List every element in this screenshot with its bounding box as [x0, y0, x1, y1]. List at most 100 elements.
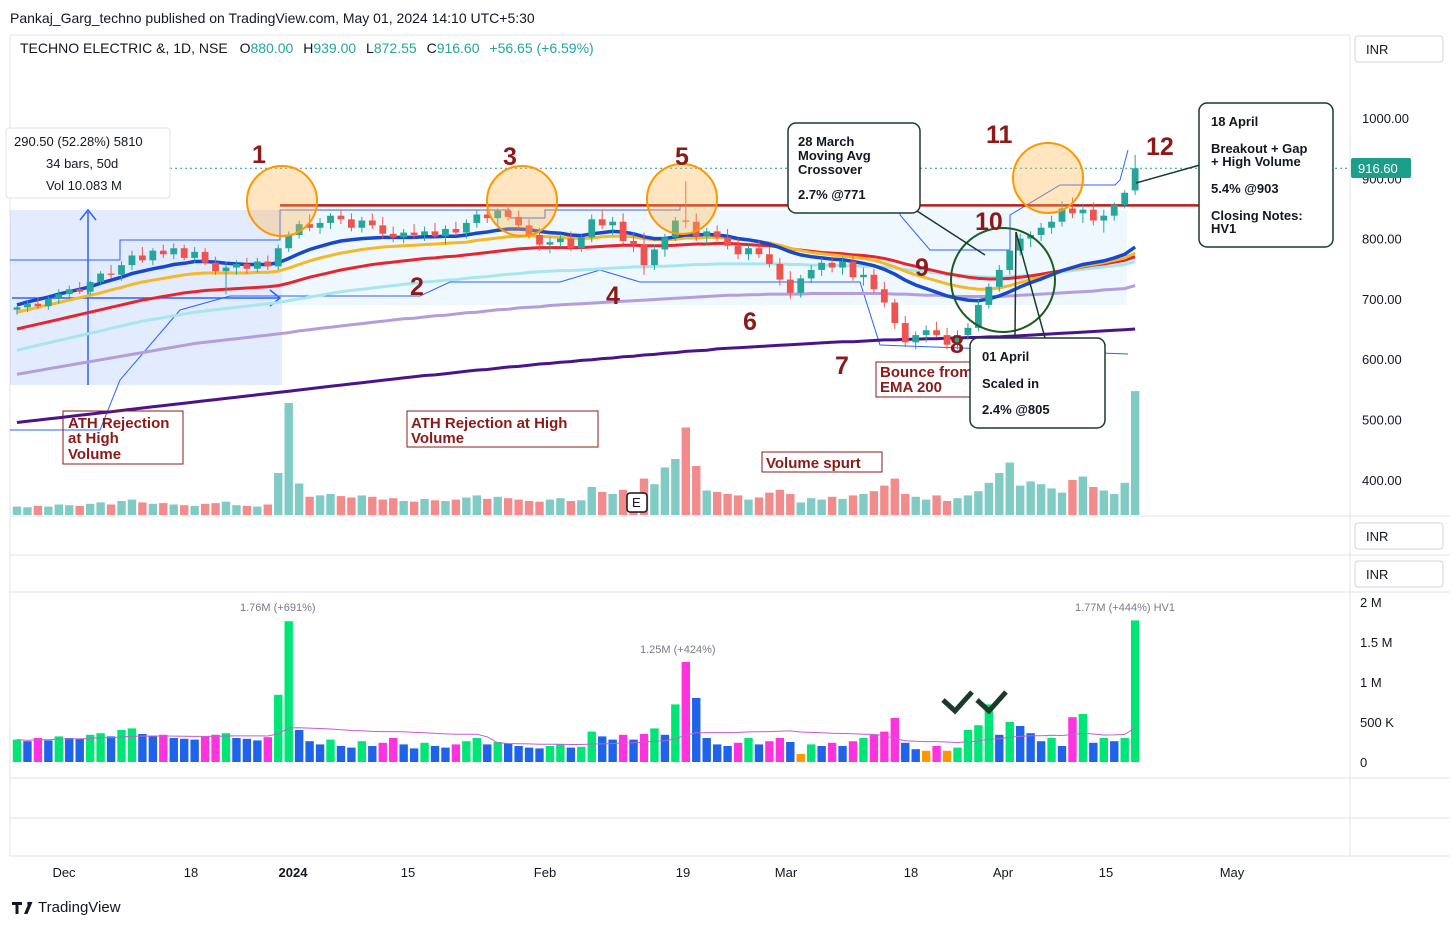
tv-logo-icon	[12, 902, 33, 914]
number-12: 12	[1146, 133, 1174, 161]
time-tick-label: 2024	[279, 865, 309, 880]
candle-body	[389, 233, 397, 238]
volume-bar	[159, 503, 168, 515]
volume-bar	[1068, 480, 1077, 515]
callout-01-april[interactable]: 01 April Scaled in 2.4% @805	[969, 231, 1106, 429]
svg-text:18 April: 18 April	[1211, 114, 1258, 129]
volume-bar	[1089, 487, 1098, 515]
check-icon-2	[975, 690, 1008, 715]
volume-panel-bar	[974, 725, 983, 762]
panel-frames	[9, 34, 1450, 857]
earnings-marker[interactable]: E	[626, 492, 648, 513]
volume-panel-bar	[827, 742, 837, 762]
volume-bar	[827, 496, 837, 515]
ema-30-line	[16, 241, 1136, 331]
note-ath-rejection-1[interactable]: ATH Rejection at High Volume	[62, 410, 184, 465]
volume-panel-bar	[96, 733, 105, 762]
volume-panel-bar	[378, 742, 387, 762]
volume-panel-bar	[472, 738, 481, 762]
note-volume-spurt[interactable]: Volume spurt	[761, 451, 883, 473]
low-label: L	[366, 40, 374, 56]
volume-panel-bar	[1068, 717, 1077, 762]
candle-body	[849, 261, 857, 278]
volume-bar	[775, 489, 785, 515]
volume-panel-bar	[524, 747, 534, 762]
volume-panel-bar	[389, 738, 398, 762]
volume-bar	[242, 505, 252, 515]
tradingview-logo[interactable]: TradingView	[12, 899, 121, 916]
volume-panel-bar	[639, 734, 649, 762]
callout-18-april[interactable]: 18 April Breakout + Gap + High Volume 5.…	[1135, 102, 1334, 248]
volume-panel-bar	[890, 718, 899, 762]
price-tick-label: 600.00	[1362, 352, 1402, 367]
volume-bar	[995, 473, 1004, 515]
volume-panel-bar	[901, 742, 910, 762]
volume-bar	[890, 478, 899, 515]
candle-body	[348, 219, 355, 228]
volume-panel-bar	[190, 739, 199, 762]
candle-body	[964, 327, 972, 336]
candle-body	[149, 250, 157, 261]
currency-box-2[interactable]: INR	[1354, 522, 1444, 550]
volume-panel-bar	[117, 730, 126, 762]
currency-box-3[interactable]: INR	[1354, 560, 1444, 588]
volume-axis[interactable]: 2 M 1.5 M 1 M 500 K 0	[1360, 595, 1394, 770]
resistance-test-circles	[246, 142, 1084, 333]
volume-bar	[921, 499, 931, 515]
volume-panel-bar	[430, 746, 440, 762]
volume-panel-bar	[253, 740, 262, 762]
callout-28-march[interactable]: 28 March Moving Avg Crossover 2.7% @771	[787, 122, 986, 256]
volume-bar	[221, 501, 231, 515]
number-7: 7	[835, 352, 849, 380]
volume-panel-bar	[859, 738, 868, 762]
time-tick-label: 18	[904, 865, 918, 880]
volume-panel-bar	[796, 754, 805, 762]
volume-bar	[315, 495, 325, 515]
candle-body	[1079, 209, 1087, 214]
volume-panel-bar	[963, 730, 973, 762]
volume-panel-bar	[1036, 741, 1046, 762]
currency-label-3: INR	[1366, 567, 1388, 582]
candle-body	[975, 304, 982, 328]
note-ath-rejection-2[interactable]: ATH Rejection at High Volume	[406, 410, 599, 448]
volume-bar	[796, 502, 805, 515]
measure-tool-box[interactable]: 290.50 (52.28%) 5810 34 bars, 50d Vol 10…	[5, 127, 171, 199]
svg-text:Bounce from: Bounce from	[880, 364, 973, 381]
volume-panel-bar	[838, 746, 847, 762]
volume-panel-bar	[692, 698, 701, 762]
volume-bar	[1099, 490, 1108, 515]
svg-text:Volume: Volume	[411, 430, 464, 447]
time-tick-label: Mar	[775, 865, 798, 880]
volume-panel-bar	[305, 741, 314, 762]
time-axis[interactable]: Dec 18 2024 15 Feb 19 Mar 18 Apr 15 May	[52, 865, 1244, 880]
volume-bar	[963, 495, 973, 515]
volume-panel-bar	[535, 748, 544, 762]
time-tick-label: Feb	[534, 865, 556, 880]
volume-panel-bar	[441, 747, 450, 762]
volume-bar	[545, 499, 555, 515]
volume-bar	[493, 496, 502, 515]
volume-panel-bar	[420, 742, 429, 762]
candle-body	[1037, 227, 1045, 235]
time-tick-label: 19	[676, 865, 690, 880]
volume-panel-bar	[1120, 738, 1129, 762]
volume-panel-bar	[660, 734, 670, 762]
volume-panel-bar	[733, 742, 743, 762]
volume-panel-bar	[33, 738, 43, 762]
last-price-tag[interactable]: 916.60	[1351, 158, 1411, 178]
symbol-name[interactable]: TECHNO ELECTRIC &, 1D, NSE	[20, 40, 228, 56]
volume-bar	[96, 502, 105, 515]
note-bounce-ema200[interactable]: Bounce from EMA 200	[875, 361, 979, 398]
volume-bar	[817, 499, 826, 515]
volume-bar	[483, 498, 492, 515]
candle-body	[630, 241, 637, 245]
volume-bar	[692, 466, 701, 515]
currency-box-1[interactable]: INR	[1354, 35, 1444, 63]
candle-body	[640, 244, 648, 266]
volume-panel-bar	[503, 743, 513, 762]
volume-bar	[1026, 481, 1035, 515]
volume-bar	[880, 485, 889, 515]
candle-body	[818, 262, 826, 270]
volume-panel-bar	[1089, 742, 1098, 762]
volume-panel-bar	[911, 749, 920, 762]
